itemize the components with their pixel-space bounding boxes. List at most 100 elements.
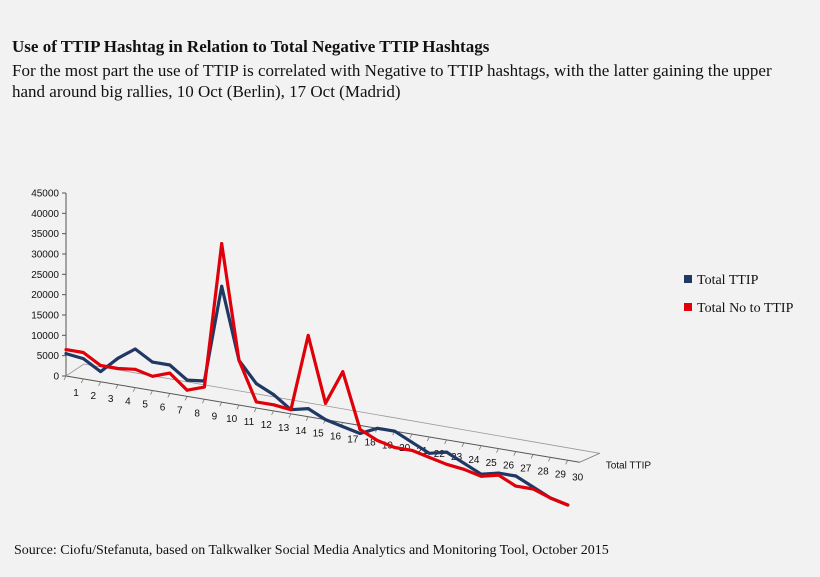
data-point bbox=[514, 484, 518, 488]
data-point bbox=[324, 418, 327, 422]
x-tick-mark bbox=[305, 416, 309, 421]
x-tick-label: 29 bbox=[555, 469, 567, 480]
data-point bbox=[427, 455, 431, 459]
data-point bbox=[116, 356, 120, 360]
x-tick-mark bbox=[115, 384, 119, 389]
data-point bbox=[202, 385, 206, 389]
data-point bbox=[168, 363, 172, 367]
x-tick-label: 3 bbox=[108, 394, 114, 405]
data-point bbox=[375, 426, 379, 430]
x-tick-label: 21 bbox=[416, 446, 428, 457]
x-tick-label: 14 bbox=[295, 426, 307, 437]
x-tick-label: 27 bbox=[520, 464, 532, 475]
data-point bbox=[306, 407, 310, 411]
x-tick-mark bbox=[478, 445, 482, 450]
x-tick-mark bbox=[167, 393, 171, 398]
x-tick-mark bbox=[132, 387, 136, 392]
x-tick-mark bbox=[253, 407, 257, 413]
data-point bbox=[185, 388, 189, 392]
y-tick-label: 35000 bbox=[31, 229, 59, 240]
y-tick-label: 40000 bbox=[31, 209, 59, 220]
data-point bbox=[220, 284, 224, 288]
x-tick-mark bbox=[530, 454, 534, 459]
x-tick-mark bbox=[202, 399, 205, 404]
chart-title: Use of TTIP Hashtag in Relation to Total… bbox=[12, 37, 490, 56]
x-tick-label: 18 bbox=[365, 437, 377, 448]
chart-series bbox=[64, 242, 570, 507]
y-tick-label: 20000 bbox=[31, 290, 59, 301]
x-tick-mark bbox=[426, 436, 430, 442]
x-tick-mark bbox=[548, 457, 551, 462]
y-tick-label: 0 bbox=[53, 372, 59, 383]
x-tick-label: 11 bbox=[244, 417, 255, 428]
x-tick-label: 13 bbox=[278, 423, 290, 434]
data-point bbox=[272, 393, 276, 397]
data-point bbox=[99, 364, 103, 368]
x-tick-mark bbox=[63, 375, 67, 381]
series-line-total-no-to-ttip bbox=[64, 242, 570, 507]
chart-legend: Total TTIP Total No to TTIP bbox=[684, 273, 794, 316]
depth-axis-label: Total TTIP bbox=[606, 460, 652, 471]
x-tick-label: 24 bbox=[468, 455, 480, 466]
data-point bbox=[324, 401, 327, 405]
data-point bbox=[99, 370, 103, 374]
x-tick-label: 12 bbox=[261, 420, 273, 431]
legend-swatch bbox=[684, 303, 692, 311]
data-point bbox=[566, 503, 570, 507]
data-point bbox=[272, 403, 276, 407]
series-line-total-ttip bbox=[64, 284, 570, 507]
data-point bbox=[445, 462, 449, 466]
data-point bbox=[254, 382, 258, 386]
data-point bbox=[116, 366, 120, 370]
floor-left-edge bbox=[65, 363, 85, 377]
data-point bbox=[64, 352, 68, 356]
legend-label: Total TTIP bbox=[697, 273, 759, 288]
data-point bbox=[462, 461, 466, 465]
data-point bbox=[479, 474, 483, 478]
y-tick-label: 30000 bbox=[31, 250, 59, 261]
data-point bbox=[81, 350, 85, 354]
legend-label: Total No to TTIP bbox=[697, 301, 794, 316]
data-point bbox=[81, 357, 85, 361]
data-point bbox=[133, 347, 137, 351]
x-tick-label: 22 bbox=[434, 449, 446, 460]
data-point bbox=[220, 242, 224, 246]
data-point bbox=[168, 371, 172, 375]
x-tick-label: 6 bbox=[160, 403, 166, 414]
chart-axes: 4500040000350003000025000200001500010000… bbox=[31, 189, 651, 484]
data-point bbox=[254, 400, 258, 404]
x-tick-mark bbox=[184, 396, 188, 401]
data-point bbox=[531, 487, 535, 491]
data-point bbox=[151, 360, 154, 364]
data-point bbox=[341, 425, 345, 429]
x-tick-mark bbox=[150, 390, 153, 395]
y-tick-label: 10000 bbox=[31, 331, 59, 342]
x-tick-label: 30 bbox=[572, 472, 584, 483]
x-tick-label: 5 bbox=[142, 400, 148, 411]
x-tick-label: 4 bbox=[125, 397, 131, 408]
data-point bbox=[514, 474, 518, 478]
data-point bbox=[64, 348, 68, 352]
x-tick-mark bbox=[80, 378, 84, 384]
legend-swatch bbox=[684, 275, 692, 283]
x-tick-mark bbox=[513, 451, 517, 456]
x-tick-label: 7 bbox=[177, 405, 183, 416]
x-tick-label: 26 bbox=[503, 461, 515, 472]
data-point bbox=[548, 496, 552, 500]
chart-subtitle: For the most part the use of TTIP is cor… bbox=[12, 61, 772, 101]
y-tick-label: 45000 bbox=[31, 189, 59, 200]
data-point bbox=[410, 448, 414, 452]
x-tick-mark bbox=[444, 439, 447, 445]
x-tick-mark bbox=[496, 448, 499, 453]
x-tick-mark bbox=[271, 410, 274, 416]
data-point bbox=[185, 378, 189, 382]
x-tick-label: 16 bbox=[330, 432, 342, 443]
x-tick-mark bbox=[98, 381, 101, 386]
x-tick-mark bbox=[288, 413, 292, 418]
data-point bbox=[289, 408, 293, 412]
x-tick-label: 1 bbox=[73, 388, 79, 399]
data-point bbox=[410, 440, 414, 444]
x-tick-label: 8 bbox=[194, 408, 200, 419]
data-point bbox=[151, 374, 154, 378]
